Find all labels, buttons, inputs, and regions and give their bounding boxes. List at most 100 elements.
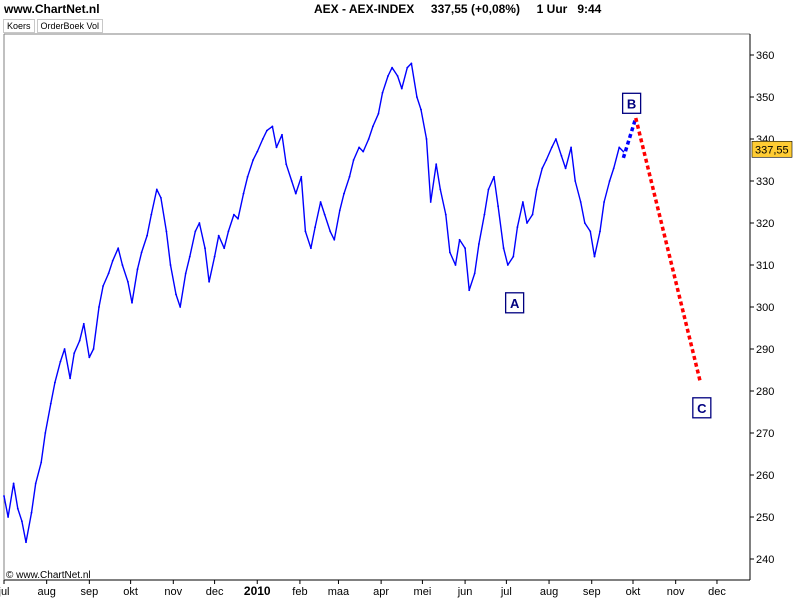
x-tick-label: nov xyxy=(164,586,182,598)
x-tick-label: nov xyxy=(667,586,685,598)
wave-projection xyxy=(621,117,703,384)
price-point xyxy=(194,230,197,233)
price-point xyxy=(63,348,66,350)
y-tick-label: 330 xyxy=(756,176,774,188)
price-point xyxy=(290,180,293,182)
price-point xyxy=(541,167,544,170)
price-point xyxy=(391,66,393,69)
last-price-text: 337,55 xyxy=(755,144,789,156)
x-tick-label: sep xyxy=(583,586,601,598)
x-tick-label: okt xyxy=(626,586,641,598)
price-point xyxy=(516,226,519,229)
price-point xyxy=(377,112,380,115)
x-tick-label: dec xyxy=(708,586,726,598)
price-point xyxy=(352,159,355,161)
y-tick-label: 280 xyxy=(756,386,774,398)
price-point xyxy=(589,230,592,233)
tab-koers[interactable]: Koers xyxy=(3,19,35,33)
price-point xyxy=(256,150,259,153)
price-point xyxy=(473,272,476,275)
y-tick-label: 240 xyxy=(756,554,774,566)
tab-bar: Koers OrderBoek Vol xyxy=(3,19,104,33)
price-point xyxy=(98,306,100,308)
x-tick-label: apr xyxy=(373,586,389,598)
y-tick-label: 290 xyxy=(756,344,774,356)
price-point xyxy=(338,209,341,212)
price-point xyxy=(127,280,129,283)
price-point xyxy=(117,247,120,250)
price-point xyxy=(420,108,422,111)
wave-label-text: A xyxy=(510,296,520,311)
price-point xyxy=(560,154,563,157)
price-point xyxy=(30,511,33,514)
price-point xyxy=(454,264,457,266)
price-point xyxy=(198,222,201,224)
x-tick-label: okt xyxy=(123,586,138,598)
price-point xyxy=(493,175,495,178)
price-point xyxy=(304,230,307,233)
price-point xyxy=(82,322,85,325)
x-tick-label: sep xyxy=(80,586,98,598)
price-point xyxy=(140,251,143,254)
price-point xyxy=(78,339,81,342)
price-point xyxy=(242,192,245,195)
price-point xyxy=(502,247,505,250)
price-point xyxy=(179,306,182,308)
price-point xyxy=(564,167,567,170)
y-tick-label: 300 xyxy=(756,302,774,314)
price-point xyxy=(121,264,124,266)
price-point xyxy=(314,226,316,229)
price-point xyxy=(261,138,264,140)
price-point xyxy=(406,66,409,69)
wave-label-text: B xyxy=(627,96,636,111)
price-point xyxy=(275,146,278,149)
price-point xyxy=(204,247,206,250)
price-point xyxy=(444,213,447,216)
x-tick-label: mei xyxy=(414,586,432,598)
price-point xyxy=(396,75,399,77)
y-tick-label: 270 xyxy=(756,428,774,440)
price-point xyxy=(468,289,471,292)
instrument-info: AEX - AEX-INDEX 337,55 (+0,08%) 1 Uur 9:… xyxy=(314,2,602,16)
x-tick-label: aug xyxy=(540,586,558,598)
price-point xyxy=(550,146,553,149)
price-point xyxy=(535,188,538,191)
price-point xyxy=(329,230,332,233)
x-tick-label: jun xyxy=(457,586,473,598)
price-point xyxy=(237,217,239,220)
x-tick-label: aug xyxy=(37,586,55,598)
y-tick-label: 250 xyxy=(756,512,774,524)
price-point xyxy=(21,520,23,523)
price-point xyxy=(227,230,230,233)
price-point xyxy=(603,201,605,203)
price-point xyxy=(555,138,557,140)
x-tick-label: jul xyxy=(500,586,512,598)
price-point xyxy=(526,222,528,224)
price-point xyxy=(252,159,255,161)
price-point xyxy=(362,150,365,153)
site-name: www.ChartNet.nl xyxy=(4,2,100,16)
price-point xyxy=(319,201,322,203)
tab-orderboek-vol[interactable]: OrderBoek Vol xyxy=(36,19,104,33)
price-point xyxy=(40,461,43,464)
price-point xyxy=(372,125,374,128)
wave-label-box xyxy=(692,397,712,419)
x-tick-label: dec xyxy=(206,586,224,598)
price-point xyxy=(300,175,303,178)
price-point xyxy=(49,402,52,405)
price-point xyxy=(246,175,249,178)
price-point xyxy=(285,163,288,166)
price-point xyxy=(570,146,572,149)
price-point xyxy=(497,205,499,208)
price-point xyxy=(131,301,133,304)
price-point xyxy=(188,255,191,258)
price-point xyxy=(175,293,177,296)
price-point xyxy=(416,96,418,98)
price-point xyxy=(12,482,15,485)
price-point xyxy=(439,188,442,191)
price-point xyxy=(111,259,114,262)
price-point xyxy=(358,146,360,149)
price-point xyxy=(92,348,95,350)
price-point xyxy=(333,238,336,241)
